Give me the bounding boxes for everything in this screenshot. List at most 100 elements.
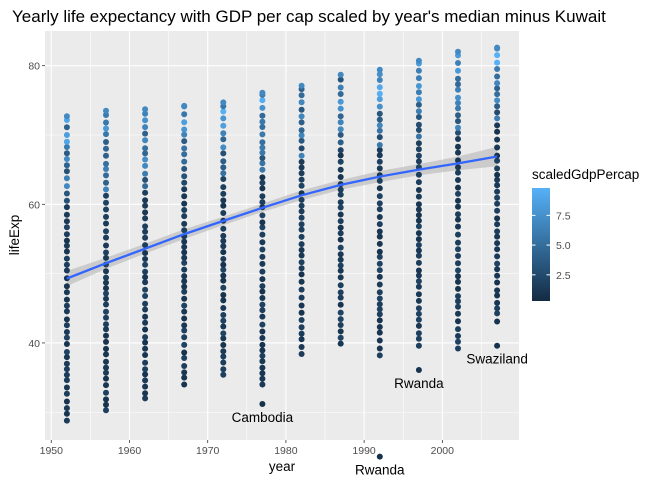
data-point xyxy=(142,352,149,358)
data-point xyxy=(298,182,305,189)
data-point xyxy=(103,179,109,186)
data-point xyxy=(337,139,344,146)
data-point xyxy=(259,104,266,111)
data-point xyxy=(298,351,305,357)
data-point xyxy=(220,323,227,330)
data-point xyxy=(142,383,149,390)
data-point xyxy=(259,301,266,308)
data-point xyxy=(181,220,188,227)
data-point xyxy=(220,277,227,284)
data-point xyxy=(455,112,461,119)
data-point xyxy=(298,278,305,285)
data-point xyxy=(220,266,227,273)
data-point xyxy=(337,211,344,218)
data-point xyxy=(181,119,188,126)
data-point xyxy=(103,152,109,159)
data-point xyxy=(103,396,109,403)
data-point xyxy=(259,97,266,104)
data-point xyxy=(455,303,461,310)
data-point xyxy=(259,364,266,371)
data-point xyxy=(103,314,109,321)
data-point xyxy=(220,190,227,197)
data-point xyxy=(494,246,501,253)
data-point xyxy=(376,152,383,159)
data-point xyxy=(63,302,70,309)
data-point xyxy=(63,248,70,255)
y-axis-title: lifeExp xyxy=(7,215,22,256)
smooth-line-path xyxy=(66,155,498,280)
data-point xyxy=(415,322,422,329)
data-point xyxy=(415,330,422,337)
data-point xyxy=(142,117,149,124)
data-point xyxy=(103,145,109,152)
data-point xyxy=(103,249,109,256)
data-point xyxy=(298,294,305,301)
data-point xyxy=(220,232,227,239)
data-point xyxy=(415,152,422,159)
data-point xyxy=(63,334,70,341)
data-point xyxy=(415,272,422,279)
legend: scaledGdpPercap 2.5 5.0 7.5 xyxy=(532,167,639,301)
data-point-outlier xyxy=(415,367,422,373)
data-point xyxy=(142,189,149,196)
data-point xyxy=(298,113,305,120)
data-point xyxy=(337,218,344,225)
data-point xyxy=(259,174,266,181)
data-point xyxy=(142,313,149,320)
data-point xyxy=(220,99,227,106)
data-point xyxy=(376,77,383,83)
data-point xyxy=(259,358,266,365)
data-point xyxy=(142,250,149,256)
data-point xyxy=(494,66,501,72)
data-point xyxy=(181,341,188,348)
data-point xyxy=(494,215,501,222)
data-point xyxy=(298,302,305,309)
data-point xyxy=(103,139,109,145)
data-point xyxy=(376,228,383,235)
data-point xyxy=(337,230,344,237)
legend-colorbar xyxy=(532,188,550,301)
data-point xyxy=(455,211,461,218)
data-point xyxy=(220,272,227,279)
y-tick-label: 80 xyxy=(28,61,40,73)
data-point xyxy=(455,48,461,55)
data-point xyxy=(259,335,266,341)
data-point xyxy=(142,150,149,157)
data-point xyxy=(337,328,344,335)
data-point xyxy=(298,324,305,331)
data-point xyxy=(455,267,461,274)
data-point xyxy=(220,353,227,360)
data-point xyxy=(181,244,188,250)
data-point xyxy=(337,251,344,258)
data-point xyxy=(376,329,383,336)
data-point xyxy=(142,319,149,326)
data-point xyxy=(298,317,305,323)
data-point xyxy=(103,119,109,126)
data-point xyxy=(494,59,501,66)
data-point xyxy=(376,273,383,280)
data-point xyxy=(63,138,70,145)
data-point xyxy=(337,256,344,263)
data-point xyxy=(494,287,501,294)
data-point xyxy=(220,312,227,318)
data-point xyxy=(63,329,70,335)
data-point xyxy=(259,381,266,388)
data-point xyxy=(142,145,149,152)
legend-ticks: 2.5 5.0 7.5 xyxy=(532,210,571,282)
data-point xyxy=(103,192,109,199)
data-point xyxy=(63,242,70,249)
data-point xyxy=(103,308,109,315)
data-point xyxy=(63,204,70,211)
data-point xyxy=(455,253,461,259)
data-point xyxy=(455,143,461,150)
data-point xyxy=(103,107,109,114)
data-point xyxy=(63,341,70,347)
data-point xyxy=(142,371,149,378)
data-point xyxy=(298,259,305,266)
data-point xyxy=(259,328,266,335)
data-point xyxy=(455,60,461,66)
data-point xyxy=(376,116,383,123)
data-point xyxy=(181,355,188,361)
data-point xyxy=(376,214,383,220)
